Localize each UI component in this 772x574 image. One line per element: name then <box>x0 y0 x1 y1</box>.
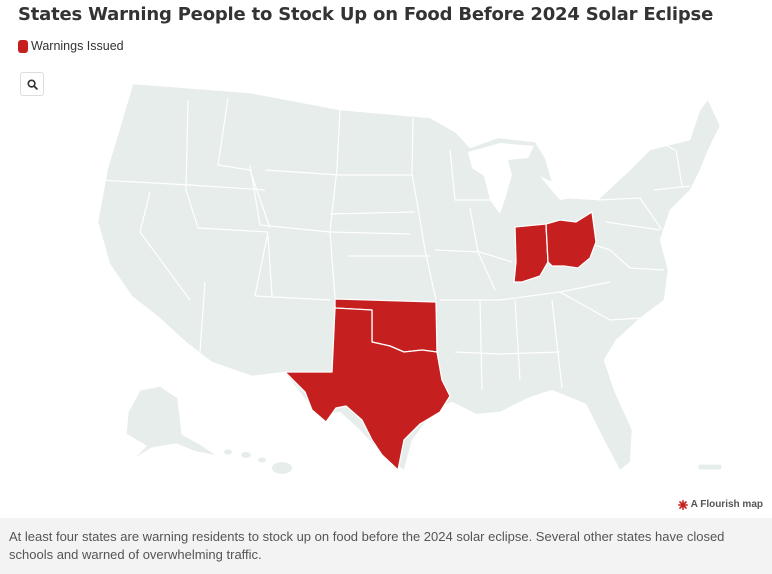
state-alaska <box>125 385 219 461</box>
page-title: States Warning People to Stock Up on Foo… <box>18 4 714 25</box>
legend-swatch <box>18 39 28 53</box>
state-ohio[interactable] <box>545 211 597 269</box>
state-texas[interactable] <box>284 307 451 471</box>
credit-label: A Flourish map <box>690 499 763 510</box>
search-icon <box>26 78 38 90</box>
state-borders <box>99 97 691 391</box>
caption: At least four states are warning residen… <box>0 518 772 574</box>
us-map[interactable] <box>0 70 772 490</box>
state-hawaii <box>224 449 292 474</box>
great-lakes <box>468 143 618 214</box>
legend[interactable]: Warnings Issued <box>18 39 124 53</box>
puerto-rico <box>697 463 723 471</box>
flourish-credit[interactable]: A Flourish map <box>677 499 763 510</box>
legend-label: Warnings Issued <box>31 39 124 53</box>
zoom-button[interactable] <box>20 72 44 96</box>
flourish-logo-icon <box>677 499 688 510</box>
